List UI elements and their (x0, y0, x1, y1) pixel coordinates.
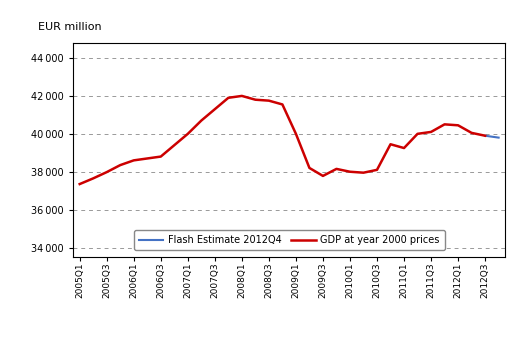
GDP at year 2000 prices (77, 182, 83, 186)
GDP at year 2000 prices (225, 96, 231, 100)
GDP at year 2000 prices (171, 143, 178, 147)
GDP at year 2000 prices (239, 94, 245, 98)
GDP at year 2000 prices (468, 131, 475, 135)
GDP at year 2000 prices (401, 146, 407, 150)
GDP at year 2000 prices (374, 168, 380, 172)
Legend: Flash Estimate 2012Q4, GDP at year 2000 prices: Flash Estimate 2012Q4, GDP at year 2000 … (134, 230, 444, 250)
GDP at year 2000 prices (388, 142, 394, 146)
GDP at year 2000 prices (482, 134, 488, 138)
GDP at year 2000 prices (198, 119, 204, 123)
GDP at year 2000 prices (347, 170, 353, 174)
GDP at year 2000 prices (428, 130, 434, 134)
Text: EUR million: EUR million (39, 22, 102, 32)
GDP at year 2000 prices (320, 174, 326, 178)
Flash Estimate 2012Q4 (495, 135, 502, 140)
GDP at year 2000 prices (455, 123, 461, 127)
GDP at year 2000 prices (158, 155, 164, 159)
GDP at year 2000 prices (414, 132, 420, 136)
GDP at year 2000 prices (131, 158, 137, 162)
Line: Flash Estimate 2012Q4: Flash Estimate 2012Q4 (485, 136, 499, 137)
GDP at year 2000 prices (184, 132, 191, 136)
Flash Estimate 2012Q4 (482, 134, 488, 138)
GDP at year 2000 prices (279, 102, 286, 107)
GDP at year 2000 prices (252, 97, 258, 102)
GDP at year 2000 prices (104, 170, 110, 174)
GDP at year 2000 prices (361, 171, 367, 175)
GDP at year 2000 prices (90, 176, 96, 181)
Line: GDP at year 2000 prices: GDP at year 2000 prices (80, 96, 485, 184)
GDP at year 2000 prices (117, 163, 123, 167)
GDP at year 2000 prices (441, 122, 448, 126)
GDP at year 2000 prices (306, 166, 313, 170)
GDP at year 2000 prices (266, 99, 272, 103)
GDP at year 2000 prices (212, 107, 218, 111)
GDP at year 2000 prices (144, 156, 151, 161)
GDP at year 2000 prices (333, 167, 340, 171)
GDP at year 2000 prices (293, 132, 299, 136)
